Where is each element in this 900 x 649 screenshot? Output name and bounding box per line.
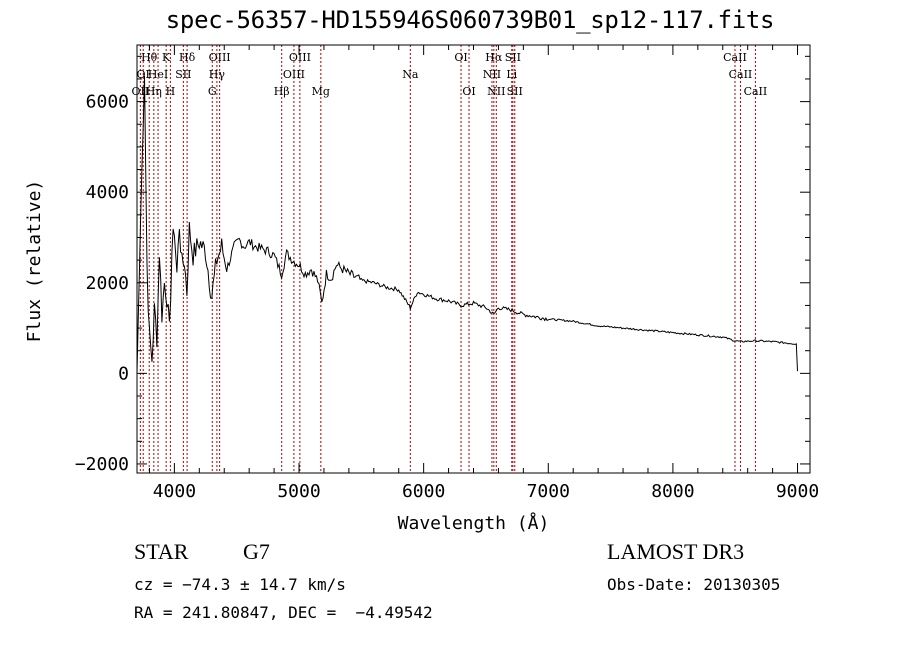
line-label-1: OI	[137, 68, 150, 81]
line-label-25: CaII	[723, 51, 747, 64]
x-tick-label: 6000	[402, 481, 445, 502]
line-label-9: G	[208, 85, 217, 98]
x-axis-label: Wavelength (Å)	[398, 512, 550, 534]
line-label-16: Na	[402, 68, 419, 81]
line-label-18: OI	[462, 85, 475, 98]
line-label-24: SII	[507, 85, 523, 98]
survey-name: LAMOST DR3	[607, 539, 745, 564]
line-label-15: Mg	[312, 85, 330, 98]
line-label-19: NII	[483, 68, 501, 81]
line-label-3: Hη	[146, 85, 162, 98]
spectrum-series-line	[136, 75, 798, 374]
x-tick-label: 7000	[527, 481, 570, 502]
redshift-value: cz = −74.3 ± 14.7 km/s	[134, 575, 346, 594]
line-markers	[139, 45, 756, 473]
object-subclass: G7	[243, 539, 270, 564]
line-label-20: Hα	[485, 51, 503, 64]
line-label-6: H	[166, 85, 176, 98]
line-label-14: OIII	[289, 51, 311, 64]
line-label-4: HeI	[148, 68, 168, 81]
line-label-12: Hβ	[274, 85, 290, 98]
coordinates: RA = 241.80847, DEC = −4.49542	[134, 603, 433, 622]
line-label-23: SII	[505, 51, 521, 64]
line-label-17: OI	[454, 51, 467, 64]
chart-title: spec-56357-HD155946S060739B01_sp12-117.f…	[165, 6, 775, 34]
line-label-21: NII	[487, 85, 505, 98]
line-label-5: K	[162, 51, 171, 64]
x-tick-label: 9000	[776, 481, 819, 502]
x-tick-label: 8000	[651, 481, 694, 502]
y-tick-label: 4000	[86, 182, 129, 203]
y-tick-label: 2000	[86, 273, 129, 294]
x-axis-ticks: 4000 5000 6000 7000 8000 9000	[148, 45, 819, 502]
plot-frame	[136, 44, 811, 474]
x-tick-label: 5000	[277, 481, 320, 502]
y-axis-label: Flux (relative)	[24, 180, 45, 343]
line-label-22: Li	[506, 68, 517, 81]
line-label-10: Hγ	[209, 68, 226, 81]
line-label-13: OIII	[283, 68, 305, 81]
line-label-27: CaII	[744, 85, 768, 98]
obs-date: Obs-Date: 20130305	[607, 575, 781, 594]
y-tick-label: −2000	[75, 454, 129, 475]
line-label-26: CaII	[729, 68, 753, 81]
y-tick-label: 0	[118, 363, 129, 384]
line-label-7: SII	[175, 68, 191, 81]
line-label-8: Hδ	[179, 51, 196, 64]
line-label-2: Hθ	[141, 51, 158, 64]
y-tick-label: 6000	[86, 92, 129, 113]
y-axis-ticks: −2000 0 2000 4000 6000	[75, 55, 810, 475]
x-tick-label: 4000	[153, 481, 196, 502]
line-labels: OIIOIHθHηHeIKHSIIHδGHγOIIIHβOIIIOIIIMgNa…	[132, 51, 768, 98]
object-class: STAR	[134, 539, 189, 564]
line-label-11: OIII	[209, 51, 231, 64]
